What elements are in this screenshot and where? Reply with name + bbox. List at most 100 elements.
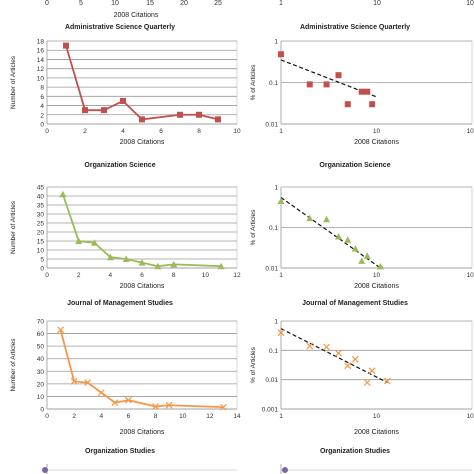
data-point	[335, 72, 342, 79]
data-point	[282, 467, 288, 473]
y-tick-label: 10	[37, 394, 45, 401]
x-tick-label: 10	[202, 272, 210, 279]
y-tick-label: 4	[40, 103, 44, 110]
x-tick-label: 100	[467, 413, 474, 420]
data-point	[91, 239, 98, 246]
x-tick-label: 2	[72, 413, 76, 420]
x-tick-label: 10	[179, 413, 187, 420]
data-point	[277, 197, 285, 205]
data-point	[323, 81, 330, 88]
x-tick-label: 8	[154, 413, 158, 420]
chart-title: Journal of Management Studies	[67, 300, 173, 307]
data-point	[344, 101, 351, 108]
data-point	[139, 116, 145, 123]
data-point	[177, 111, 183, 118]
chart-title: Organization Science	[84, 162, 155, 169]
y-tick-label: 45	[37, 185, 45, 192]
data-point	[306, 81, 313, 88]
y-tick-label: 10	[37, 75, 45, 82]
x-tick-label: 8	[172, 272, 176, 279]
chart-panel-5: Journal of Management Studies01020304050…	[10, 300, 241, 436]
data-point	[335, 349, 342, 357]
y-tick-label: 40	[37, 356, 45, 363]
data-point	[106, 253, 114, 261]
y-tick-label: 0.1	[269, 80, 278, 87]
data-point	[215, 116, 221, 123]
chart-title: Organization Science	[319, 162, 390, 169]
data-point	[344, 236, 352, 243]
x-tick-label: 1	[279, 128, 283, 135]
data-point	[97, 389, 105, 397]
y-tick-label: 60	[37, 331, 45, 338]
data-point	[125, 396, 132, 404]
y-tick-label: 20	[37, 381, 45, 388]
y-tick-label: 1	[274, 319, 278, 326]
chart-title: Organization Studies	[85, 448, 155, 455]
data-point	[138, 259, 146, 266]
data-point	[369, 101, 376, 108]
y-tick-label: 25	[37, 221, 45, 228]
trendline	[280, 197, 381, 269]
data-point	[59, 190, 67, 198]
chart-title: Administrative Science Quarterly	[300, 24, 410, 31]
data-point	[82, 107, 88, 114]
y-tick-label: 0.01	[265, 377, 278, 384]
data-point	[383, 377, 391, 385]
chart-title: Journal of Management Studies	[302, 300, 408, 307]
top-right-tick-label: 100	[466, 0, 474, 7]
chart-title: Administrative Science Quarterly	[65, 24, 175, 31]
data-point	[351, 245, 359, 252]
y-tick-label: 35	[37, 203, 45, 210]
data-point	[152, 403, 159, 410]
top-left-tick-label: 25	[214, 0, 222, 7]
data-point	[84, 379, 92, 387]
x-tick-label: 12	[206, 413, 214, 420]
chart-panel-6: Journal of Management Studies 0.001 0.01 0.…	[250, 300, 474, 436]
y-tick-label: 30	[37, 369, 45, 376]
top-left-xlabel: 2008 Citations	[114, 12, 159, 19]
x-tick-label: 12	[233, 272, 241, 279]
x-tick-label: 0	[45, 413, 49, 420]
y-tick-label: 0.001	[262, 407, 279, 414]
x-tick-label: 6	[140, 272, 144, 279]
y-tick-label: 12	[37, 66, 45, 73]
x-tick-label: 10	[373, 272, 381, 279]
x-axis-label: 2008 Citations	[354, 139, 399, 146]
y-axis-label: % of Articles	[250, 209, 257, 246]
series-line	[65, 45, 219, 121]
x-tick-label: 1	[279, 272, 283, 279]
chart-panels: Administrative Science Quarterly02468101…	[10, 24, 474, 474]
y-tick-label: 20	[37, 230, 45, 237]
trendline	[280, 328, 388, 384]
y-tick-label: 0.1	[269, 348, 278, 355]
y-axis-label: Number of Articles	[10, 200, 17, 254]
chart-panel-2: Administrative Science Quarterly 0.01 0.1 1…	[250, 24, 474, 146]
data-point	[220, 403, 227, 411]
data-point	[358, 88, 365, 95]
data-point	[363, 252, 371, 259]
top-strip: 0 5 10 15 20 25 2008 Citations 1 10 100	[45, 0, 474, 19]
data-point	[170, 260, 178, 268]
x-axis-label: 2008 Citations	[120, 283, 165, 290]
data-point	[120, 97, 126, 104]
data-point	[306, 342, 314, 350]
chart-panel-1: Administrative Science Quarterly 0 2 4 6 8 10 1…	[10, 24, 241, 146]
data-point	[165, 401, 173, 409]
y-tick-label: 16	[37, 48, 45, 55]
data-point	[334, 232, 342, 240]
x-axis-label: 2008 Citations	[354, 283, 399, 290]
data-point	[111, 399, 119, 407]
data-point	[101, 107, 107, 114]
x-tick-label: 2	[77, 272, 81, 279]
x-tick-label: 10	[373, 413, 381, 420]
data-point	[196, 111, 202, 118]
top-left-tick-label: 5	[79, 0, 83, 7]
y-tick-label: 6	[40, 94, 44, 101]
y-tick-label: 0.01	[265, 122, 278, 129]
top-left-tick-label: 20	[180, 0, 188, 7]
y-axis-label: Number of Articles	[10, 338, 17, 392]
y-axis-label: % of Articles	[250, 64, 257, 101]
y-tick-label: 0	[40, 122, 44, 129]
y-tick-label: 0.1	[269, 225, 278, 232]
data-point	[368, 367, 376, 375]
